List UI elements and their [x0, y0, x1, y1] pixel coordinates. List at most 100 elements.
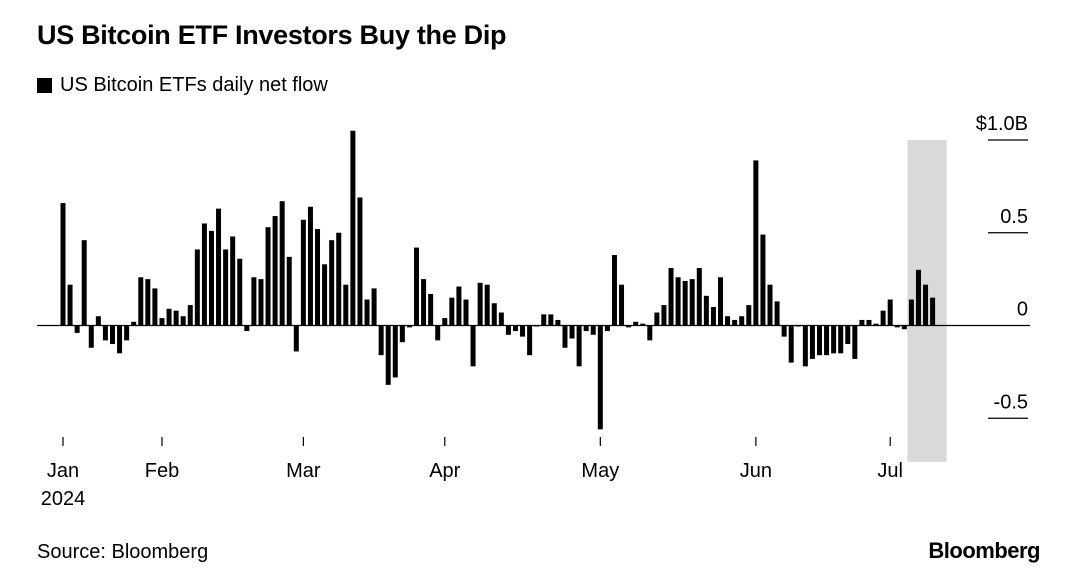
bar [541, 314, 547, 326]
bar [838, 325, 844, 354]
bar [633, 321, 639, 326]
bar [611, 255, 617, 326]
brand-logo: Bloomberg [928, 538, 1040, 563]
x-tick-label: Apr [429, 460, 460, 482]
bar [364, 299, 370, 326]
bar [484, 284, 490, 326]
bar [682, 280, 688, 326]
bar [251, 277, 257, 326]
bar [527, 325, 533, 356]
bar [385, 325, 391, 385]
bar [244, 325, 250, 332]
bar [732, 319, 738, 326]
bar [307, 206, 313, 326]
bar [908, 299, 914, 326]
y-tick-label: -0.5 [994, 391, 1028, 413]
bar [67, 284, 73, 326]
bar [675, 277, 681, 326]
bar [696, 267, 702, 326]
x-tick-label: May [581, 460, 619, 482]
bar [569, 325, 575, 339]
bar [315, 229, 321, 326]
bar [477, 282, 483, 326]
bar [81, 240, 87, 326]
bar [901, 325, 907, 330]
bar [152, 288, 158, 326]
bar [710, 306, 716, 326]
bar [640, 323, 646, 326]
bar [788, 325, 794, 363]
bar [583, 325, 589, 332]
bar [109, 325, 115, 345]
bar [399, 325, 405, 343]
bar [159, 318, 165, 326]
bar [534, 325, 540, 327]
bar [661, 305, 667, 326]
bar [809, 325, 815, 359]
bar [689, 279, 695, 326]
x-tick-label: Mar [286, 460, 321, 482]
bar [435, 325, 441, 341]
bar [428, 293, 434, 326]
x-tick-label: Jan [47, 460, 79, 482]
bar [845, 325, 851, 345]
bar [576, 325, 582, 367]
bar [923, 284, 929, 326]
bar [279, 201, 285, 326]
bar [852, 325, 858, 359]
bar [74, 325, 80, 333]
bar [498, 312, 504, 326]
bar [880, 310, 886, 326]
bar [887, 299, 893, 326]
bar [124, 325, 130, 341]
bar [95, 316, 101, 326]
bar [795, 325, 801, 327]
bar [512, 325, 518, 332]
bar [548, 314, 554, 326]
bar [463, 299, 469, 326]
bar [873, 323, 879, 326]
bar [258, 279, 264, 326]
bar [894, 325, 900, 328]
bar [102, 325, 108, 341]
x-tick-label: Jul [877, 460, 903, 482]
bar [60, 203, 66, 326]
bar [392, 325, 398, 378]
bar [562, 325, 568, 348]
bar [505, 325, 511, 335]
bar [456, 286, 462, 326]
bar [449, 297, 455, 326]
bar [414, 247, 419, 326]
bar [604, 325, 610, 332]
bar [703, 295, 709, 326]
y-tick-label: 0.5 [1000, 206, 1028, 228]
bar [230, 236, 236, 326]
bar [293, 325, 299, 352]
bar [442, 318, 448, 326]
bar [237, 258, 243, 326]
bar [760, 234, 766, 326]
bar [421, 279, 427, 326]
bar [173, 310, 179, 326]
bar [774, 301, 780, 326]
bar [626, 325, 632, 328]
bar [781, 325, 787, 337]
bar [138, 277, 144, 326]
bar [357, 197, 363, 326]
legend: US Bitcoin ETFs daily net flow [37, 74, 328, 97]
bar [930, 297, 936, 326]
bar [555, 319, 561, 326]
bar [859, 319, 865, 326]
bar [272, 216, 278, 326]
legend-label: US Bitcoin ETFs daily net flow [60, 74, 328, 96]
bar [265, 227, 271, 326]
bar [406, 325, 412, 328]
bar [590, 325, 596, 335]
y-tick-label: 0 [1017, 299, 1028, 321]
bar [88, 325, 94, 348]
source-note: Source: Bloomberg [37, 541, 209, 563]
bar [619, 284, 625, 326]
bar [300, 219, 306, 326]
bar [322, 264, 328, 326]
bar [470, 325, 476, 367]
